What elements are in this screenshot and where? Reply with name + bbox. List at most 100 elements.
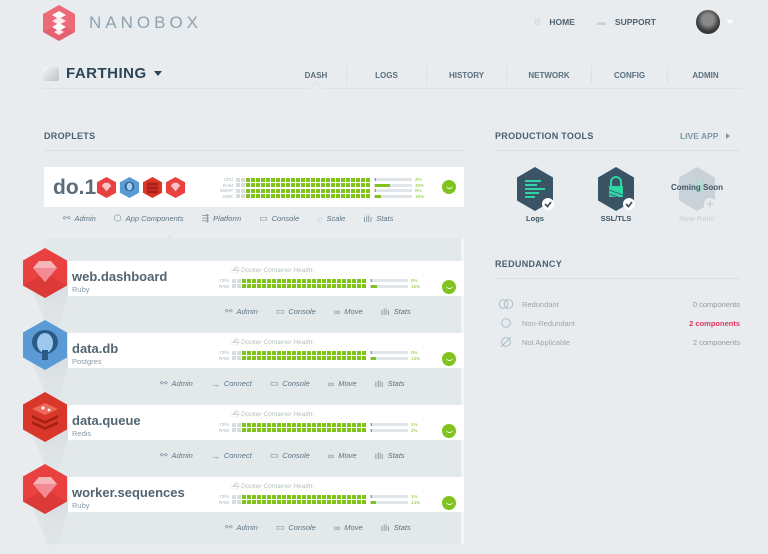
component-actions: ⚯ Admin → Connect ▭ Console ∞ Move ıllı Stats <box>160 378 405 389</box>
usage-blocks <box>236 177 370 182</box>
stats-button[interactable]: ıllı Stats <box>374 450 405 461</box>
app-components-button[interactable]: ⬡ App Components <box>113 213 184 223</box>
bars-icon: ıllı <box>380 306 390 317</box>
arrow-right-icon <box>726 133 731 139</box>
move-icon: ∞ <box>333 306 341 317</box>
droplet-admin-button[interactable]: ⚯ Admin <box>63 213 96 223</box>
move-icon: ∞ <box>327 450 335 461</box>
stats-button[interactable]: ıllı Stats <box>380 306 411 317</box>
meter-swap: SWAP 0% <box>219 188 422 194</box>
meter-cpu: CPU 2% <box>223 177 422 183</box>
move-button[interactable]: ∞ Move <box>333 522 363 533</box>
nanobox-logo[interactable]: NANOBOX <box>43 5 202 41</box>
tool-new-relic: Coming Soon New Relic <box>667 166 727 223</box>
droplet-name: do.1 <box>53 176 97 199</box>
bars-icon: ıllı <box>374 450 384 461</box>
component-name: data.db <box>72 341 119 356</box>
terminal-icon: ▭ <box>269 378 279 388</box>
component-type: Ruby <box>72 501 90 510</box>
scale-button[interactable]: ◌ Scale <box>317 213 346 224</box>
usage-blocks <box>236 183 370 188</box>
caret-down-icon <box>153 71 162 76</box>
divider <box>495 278 740 279</box>
console-button[interactable]: ▭ Console <box>275 522 316 532</box>
console-button[interactable]: ▭ Console <box>275 306 316 316</box>
docker-health-label: ⛴ Docker Container Health: <box>231 483 315 490</box>
avatar[interactable] <box>696 10 720 34</box>
platform-button[interactable]: ⇶ Platform <box>201 213 242 223</box>
redis-icon[interactable] <box>142 177 163 198</box>
health-smiley-icon <box>442 352 456 366</box>
chat-bubble-icon: ▬ <box>596 17 606 27</box>
bars-icon: ıllı <box>363 213 373 224</box>
component-name: web.dashboard <box>72 269 168 284</box>
admin-button[interactable]: ⚯ Admin <box>160 450 193 460</box>
live-app-link[interactable]: LIVE APP <box>680 131 731 141</box>
empty-set-icon <box>500 337 512 347</box>
move-button[interactable]: ∞ Move <box>327 450 357 461</box>
stats-button[interactable]: ıllı Stats <box>374 378 405 389</box>
tab-logs[interactable]: LOGS <box>346 66 426 84</box>
ruby-icon <box>23 248 67 298</box>
component-data-db[interactable]: data.db Postgres ⛴ Docker Container Heal… <box>68 333 464 368</box>
bars-icon: ıllı <box>374 378 384 389</box>
ruby-icon[interactable] <box>165 177 186 198</box>
docker-health-label: ⛴ Docker Container Health: <box>231 339 315 346</box>
component-name: data.queue <box>72 413 141 428</box>
usage-blocks <box>236 194 370 199</box>
logs-icon <box>517 167 554 211</box>
docker-health-label: ⛴ Docker Container Health: <box>231 267 315 274</box>
tab-dash[interactable]: DASH <box>286 66 346 84</box>
terminal-icon: ▭ <box>269 450 279 460</box>
stats-button[interactable]: ıllı Stats <box>380 522 411 533</box>
droplet-stats-button[interactable]: ıllı Stats <box>363 213 394 224</box>
droplet-console-button[interactable]: ▭ Console <box>259 213 300 223</box>
component-web-dashboard[interactable]: web.dashboard Ruby ⛴ Docker Container He… <box>68 261 464 296</box>
tool-logs[interactable]: Logs <box>505 166 565 223</box>
move-button[interactable]: ∞ Move <box>327 378 357 389</box>
connect-button[interactable]: → Connect <box>210 378 252 389</box>
platform-icon: ⇶ <box>201 213 210 223</box>
tab-history[interactable]: HISTORY <box>426 66 506 84</box>
nav-support[interactable]: ▬ SUPPORT <box>597 17 656 27</box>
production-tools-title: PRODUCTION TOOLS <box>495 131 594 141</box>
coming-soon-label: Coming Soon <box>671 183 723 192</box>
connect-button[interactable]: → Connect <box>210 450 252 461</box>
component-meters: CPU 0% RAM 15% <box>219 278 421 289</box>
double-circle-icon <box>498 299 514 309</box>
nodes-icon: ⚯ <box>225 306 233 316</box>
app-title: FARTHING <box>66 65 147 82</box>
tab-config[interactable]: CONFIG <box>591 66 667 84</box>
console-button[interactable]: ▭ Console <box>269 378 310 388</box>
droplet-card[interactable]: do.1 CPU 2% RAM 40% SWAP 0% DISK 15% <box>44 167 464 207</box>
nodes-icon: ⚯ <box>160 450 168 460</box>
bars-icon: ıllı <box>380 522 390 533</box>
tab-admin[interactable]: ADMIN <box>667 66 743 84</box>
component-worker-sequences[interactable]: worker.sequences Ruby ⛴ Docker Container… <box>68 477 464 512</box>
meter-disk: DISK 15% <box>222 193 425 199</box>
component-type: Redis <box>72 429 92 438</box>
console-button[interactable]: ▭ Console <box>269 450 310 460</box>
admin-button[interactable]: ⚯ Admin <box>160 378 193 388</box>
arrow-right-icon: → <box>210 378 220 389</box>
meter-ram: RAM 40% <box>223 182 425 188</box>
component-data-queue[interactable]: data.queue Redis ⛴ Docker Container Heal… <box>68 405 464 440</box>
redundancy-row-non-redundant: Non-Redundant 2 components <box>498 317 740 329</box>
admin-button[interactable]: ⚯ Admin <box>225 522 258 532</box>
postgres-icon[interactable] <box>119 177 140 198</box>
app-selector[interactable]: FARTHING <box>43 65 162 82</box>
admin-button[interactable]: ⚯ Admin <box>225 306 258 316</box>
hexagon-icon: ⬡ <box>113 213 122 223</box>
tab-network[interactable]: NETWORK <box>506 66 591 84</box>
caret-down-icon[interactable] <box>726 20 734 24</box>
terminal-icon: ▭ <box>259 213 268 223</box>
nodes-icon: ⚯ <box>225 522 233 532</box>
tool-ssl-tls[interactable]: SSL/TLS <box>586 166 646 223</box>
move-button[interactable]: ∞ Move <box>333 306 363 317</box>
ruby-icon[interactable] <box>96 177 117 198</box>
new-relic-icon <box>679 167 716 211</box>
nav-home[interactable]: ⁞⁞ HOME <box>534 17 575 27</box>
component-actions: ⚯ Admin → Connect ▭ Console ∞ Move ıllı Stats <box>160 450 405 461</box>
app-icon <box>43 66 59 81</box>
terminal-icon: ▭ <box>275 306 285 316</box>
